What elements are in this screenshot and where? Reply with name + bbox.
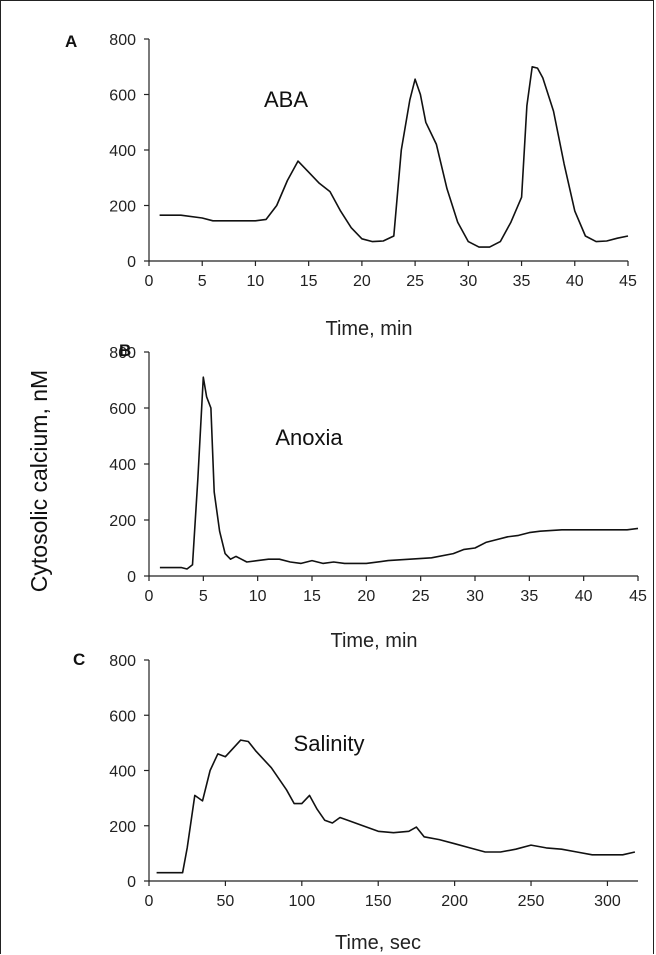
y-tick-label: 800 (109, 32, 136, 49)
x-tick-label: 35 (520, 588, 538, 605)
x-tick-label: 20 (353, 273, 371, 290)
x-axis-label: Time, min (330, 630, 417, 652)
x-tick-label: 15 (300, 273, 318, 290)
x-axis-label: Time, min (325, 318, 412, 340)
series-line (156, 739, 636, 874)
x-tick-label: 0 (145, 893, 154, 910)
panel-b: 0 200 400 600 800 0 5 10 15 20 25 30 35 40 45 B Anoxia Ti… (109, 341, 647, 652)
panel-annotation: Anoxia (275, 425, 343, 450)
x-tick-label: 150 (365, 893, 392, 910)
y-tick-label: 800 (109, 345, 136, 362)
panel-annotation: ABA (264, 87, 308, 112)
x-tick-label: 15 (303, 588, 321, 605)
x-tick-label: 40 (566, 273, 584, 290)
y-tick-label: 400 (109, 143, 136, 160)
x-tick-label: 5 (198, 273, 207, 290)
panel-letter: A (65, 32, 77, 51)
series-line (159, 66, 629, 248)
y-tick-label: 800 (109, 653, 136, 670)
y-tick-label: 600 (109, 708, 136, 725)
panel-letter: B (119, 341, 131, 360)
y-tick-label: 400 (109, 457, 136, 474)
x-tick-label: 50 (217, 893, 235, 910)
x-tick-label: 40 (575, 588, 593, 605)
x-axis-label: Time, sec (335, 932, 421, 954)
x-tick-label: 45 (629, 588, 647, 605)
y-tick-label: 200 (109, 199, 136, 216)
x-tick-label: 45 (619, 273, 637, 290)
x-tick-label: 30 (459, 273, 477, 290)
y-tick-label: 0 (127, 254, 136, 271)
x-tick-label: 200 (441, 893, 468, 910)
y-tick-label: 0 (127, 874, 136, 891)
x-tick-label: 300 (594, 893, 621, 910)
panel-c: 0 200 400 600 800 0 50 100 150 200 250 300 C Salinity… (73, 650, 638, 954)
y-tick-label: 0 (127, 569, 136, 586)
panel-a: 0 200 400 600 800 0 5 10 15 20 25 30 35 40 45 A ABA Time,… (65, 32, 637, 340)
x-tick-label: 10 (247, 273, 265, 290)
x-tick-label: 10 (249, 588, 267, 605)
x-tick-label: 5 (199, 588, 208, 605)
y-tick-label: 200 (109, 513, 136, 530)
x-tick-label: 0 (145, 273, 154, 290)
y-tick-label: 600 (109, 401, 136, 418)
y-axis-label: Cytosolic calcium, nM (26, 370, 52, 592)
panel-annotation: Salinity (294, 731, 365, 756)
x-tick-label: 35 (513, 273, 531, 290)
y-tick-label: 600 (109, 88, 136, 105)
y-tick-label: 400 (109, 764, 136, 781)
x-tick-label: 250 (518, 893, 545, 910)
y-tick-label: 200 (109, 819, 136, 836)
x-tick-label: 25 (406, 273, 424, 290)
x-tick-label: 20 (357, 588, 375, 605)
panel-letter: C (73, 650, 85, 669)
x-tick-label: 100 (288, 893, 315, 910)
x-tick-label: 25 (412, 588, 430, 605)
x-tick-label: 30 (466, 588, 484, 605)
series-line (159, 376, 639, 570)
x-tick-label: 0 (145, 588, 154, 605)
